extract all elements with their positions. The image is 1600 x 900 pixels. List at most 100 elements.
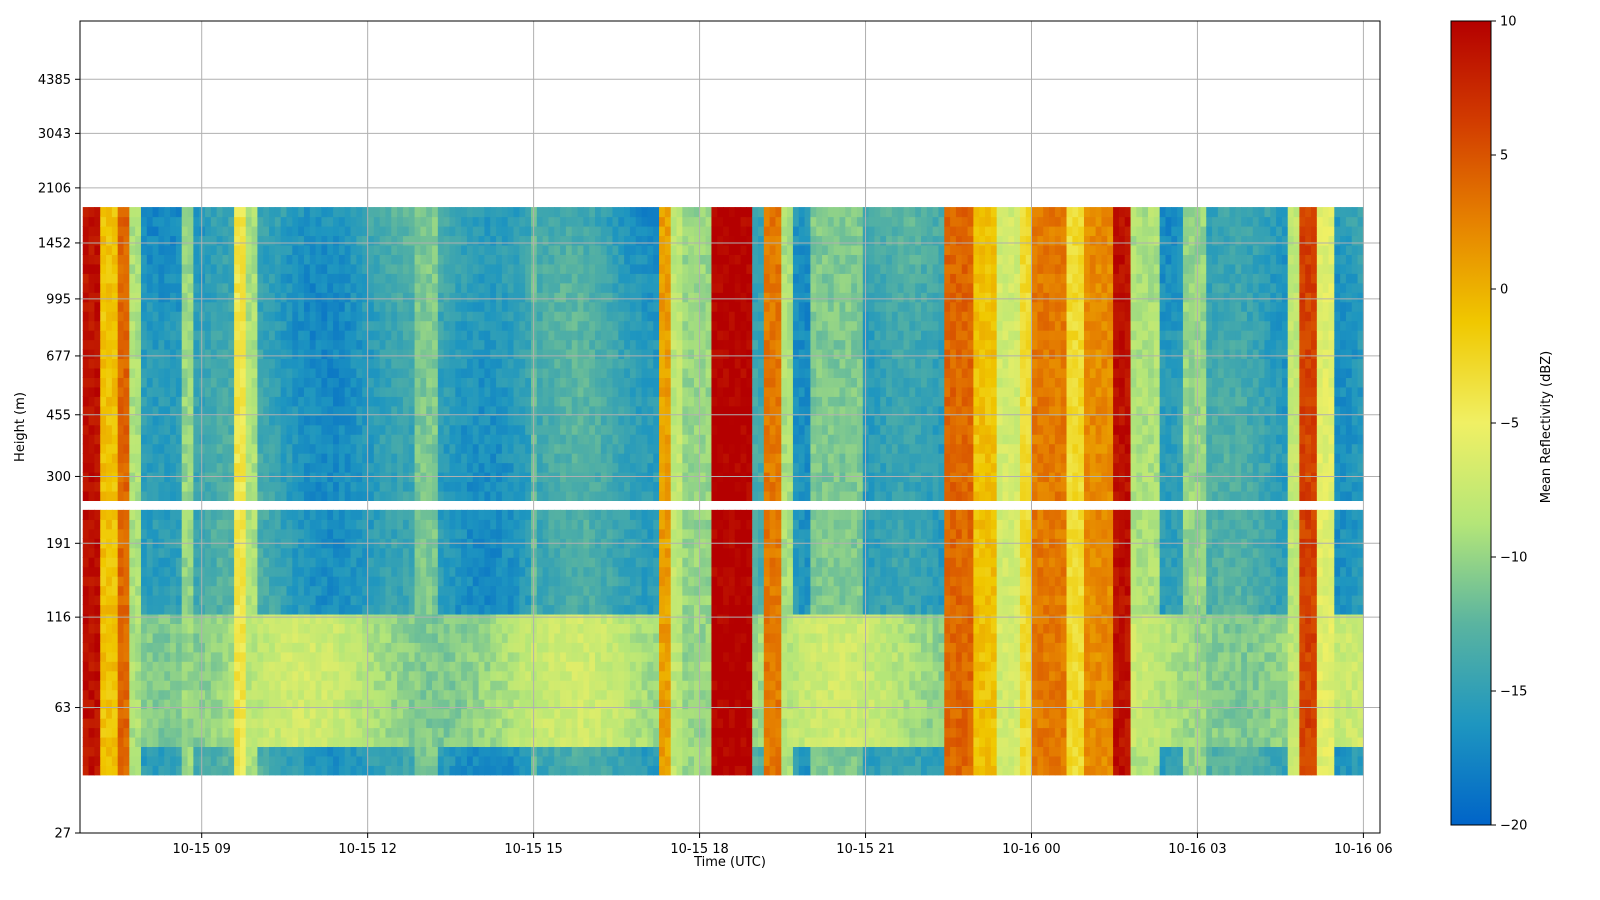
heatmap-cell: [461, 226, 468, 237]
heatmap-cell: [257, 358, 264, 369]
heatmap-cell: [490, 481, 497, 492]
heatmap-cell: [402, 244, 410, 255]
heatmap-cell: [344, 651, 352, 662]
heatmap-cell: [164, 282, 171, 293]
heatmap-cell: [199, 651, 206, 662]
heatmap-cell: [391, 680, 398, 691]
heatmap-cell: [379, 263, 387, 274]
heatmap-cell: [210, 301, 218, 312]
heatmap-cell: [117, 292, 125, 303]
heatmap-cell: [315, 727, 323, 738]
heatmap-cell: [461, 642, 468, 653]
heatmap-cell: [216, 765, 224, 776]
heatmap-cell: [525, 623, 532, 634]
heatmap-cell: [385, 708, 392, 719]
heatmap-cell: [111, 519, 119, 530]
heatmap-cell: [420, 699, 427, 710]
heatmap-cell: [385, 689, 392, 700]
heatmap-cell: [519, 415, 526, 426]
heatmap-cell: [350, 292, 357, 303]
heatmap-cell: [449, 708, 456, 719]
heatmap-cell: [461, 462, 468, 473]
heatmap-cell: [490, 576, 497, 587]
heatmap-cell: [397, 226, 404, 237]
heatmap-cell: [461, 566, 468, 577]
heatmap-cell: [565, 566, 573, 577]
heatmap-cell: [530, 377, 538, 388]
heatmap-cell: [187, 689, 194, 700]
heatmap-cell: [338, 415, 346, 426]
heatmap-cell: [315, 547, 323, 558]
heatmap-cell: [298, 746, 305, 757]
heatmap-cell: [530, 207, 538, 218]
heatmap-cell: [333, 216, 340, 227]
heatmap-cell: [269, 566, 276, 577]
heatmap-cell: [501, 263, 509, 274]
heatmap-cell: [309, 235, 317, 246]
heatmap-cell: [466, 509, 474, 520]
heatmap-cell: [263, 386, 270, 397]
heatmap-cell: [175, 339, 183, 350]
heatmap-cell: [222, 367, 229, 378]
heatmap-cell: [397, 718, 404, 729]
heatmap-cell: [408, 377, 416, 388]
heatmap-cell: [542, 613, 550, 624]
heatmap-cell: [391, 642, 398, 653]
heatmap-cell: [525, 273, 532, 284]
heatmap-cell: [140, 415, 148, 426]
heatmap-cell: [443, 292, 451, 303]
heatmap-cell: [164, 689, 171, 700]
heatmap-cell: [234, 746, 241, 757]
heatmap-cell: [426, 718, 433, 729]
heatmap-cell: [123, 301, 130, 312]
heatmap-cell: [158, 292, 165, 303]
heatmap-cell: [210, 746, 218, 757]
heatmap-cell: [443, 585, 451, 596]
heatmap-cell: [170, 434, 177, 445]
heatmap-cell: [560, 736, 567, 748]
heatmap-cell: [437, 585, 445, 596]
heatmap-cell: [333, 339, 340, 350]
heatmap-cell: [542, 330, 550, 341]
heatmap-cell: [140, 699, 148, 710]
heatmap-cell: [443, 282, 451, 293]
heatmap-cell: [181, 595, 189, 606]
heatmap-cell: [239, 746, 247, 757]
heatmap-cell: [484, 235, 491, 246]
heatmap-cell: [158, 547, 165, 558]
heatmap-cell: [135, 519, 142, 530]
heatmap-cell: [490, 642, 497, 653]
heatmap-cell: [397, 642, 404, 653]
heatmap-cell: [443, 320, 451, 331]
heatmap-cell: [484, 320, 491, 331]
heatmap-cell: [164, 642, 171, 653]
heatmap-cell: [88, 254, 96, 265]
heatmap-cell: [525, 434, 532, 445]
heatmap-cell: [88, 595, 96, 606]
heatmap-cell: [245, 254, 253, 265]
heatmap-cell: [484, 282, 491, 293]
heatmap-cell: [158, 330, 165, 341]
heatmap-cell: [309, 547, 317, 558]
heatmap-cell: [245, 661, 253, 672]
heatmap-cell: [542, 708, 550, 719]
heatmap-cell: [129, 585, 136, 596]
heatmap-cell: [216, 292, 224, 303]
heatmap-cell: [542, 424, 550, 435]
heatmap-cell: [82, 727, 90, 738]
heatmap-cell: [542, 566, 550, 577]
heatmap-cell: [478, 311, 486, 322]
heatmap-cell: [443, 339, 451, 350]
heatmap-cell: [158, 358, 165, 369]
heatmap-cell: [327, 453, 334, 464]
heatmap-cell: [82, 736, 90, 748]
heatmap-cell: [210, 528, 218, 539]
heatmap-cell: [269, 727, 276, 738]
heatmap-cell: [251, 699, 258, 710]
heatmap-cell: [303, 689, 311, 700]
heatmap-cell: [461, 415, 468, 426]
heatmap-cell: [391, 481, 398, 492]
heatmap-cell: [239, 623, 247, 634]
heatmap-cell: [239, 566, 247, 577]
heatmap-cell: [385, 481, 392, 492]
